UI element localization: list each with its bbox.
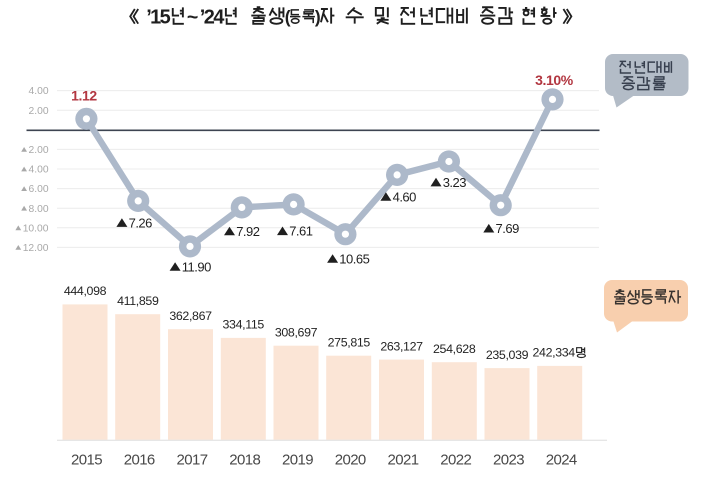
svg-text:2018: 2018 — [229, 451, 260, 468]
svg-text:275,815: 275,815 — [328, 335, 371, 349]
svg-text:362,867: 362,867 — [169, 309, 212, 323]
svg-text:7.61: 7.61 — [289, 224, 313, 239]
svg-text:2023: 2023 — [493, 451, 524, 468]
svg-text:4.60: 4.60 — [393, 189, 417, 204]
svg-text:7.69: 7.69 — [496, 221, 520, 236]
svg-text:2.00: 2.00 — [29, 106, 49, 117]
svg-text:2021: 2021 — [388, 451, 419, 468]
svg-text:’15: ’15 — [146, 7, 170, 29]
svg-text:8.00: 8.00 — [29, 204, 49, 215]
svg-text:411,859: 411,859 — [117, 294, 159, 308]
svg-text:10.65: 10.65 — [339, 251, 369, 266]
svg-text:~: ~ — [187, 7, 198, 29]
svg-text:’24: ’24 — [200, 7, 225, 29]
svg-text:3.23: 3.23 — [443, 175, 467, 190]
svg-text:254,628: 254,628 — [433, 342, 476, 356]
svg-text:2016: 2016 — [124, 451, 155, 468]
svg-text:2024: 2024 — [546, 451, 577, 468]
svg-text:7.92: 7.92 — [236, 224, 260, 239]
svg-text:2017: 2017 — [177, 451, 208, 468]
svg-text:7.26: 7.26 — [129, 216, 153, 231]
svg-text:12.00: 12.00 — [23, 243, 49, 254]
svg-text:2015: 2015 — [71, 451, 102, 468]
svg-text:10.00: 10.00 — [23, 223, 49, 234]
svg-text:242,334: 242,334 — [533, 346, 576, 360]
svg-text:(: ( — [285, 7, 291, 27]
svg-text:3.10%: 3.10% — [535, 72, 574, 88]
svg-text:): ) — [315, 7, 321, 27]
svg-text:11.90: 11.90 — [182, 259, 211, 274]
svg-text:2022: 2022 — [440, 451, 471, 468]
svg-text:1.12: 1.12 — [71, 88, 97, 104]
svg-text:308,697: 308,697 — [275, 325, 318, 339]
svg-text:2020: 2020 — [335, 451, 366, 468]
svg-text:444,098: 444,098 — [64, 284, 107, 298]
svg-text:2019: 2019 — [282, 451, 313, 468]
svg-text:2.00: 2.00 — [29, 145, 49, 156]
svg-text:263,127: 263,127 — [380, 339, 423, 353]
svg-text:334,115: 334,115 — [222, 318, 264, 332]
svg-text:4.00: 4.00 — [29, 86, 49, 97]
svg-text:4.00: 4.00 — [29, 165, 49, 176]
svg-text:6.00: 6.00 — [29, 184, 49, 195]
svg-text:235,039: 235,039 — [486, 348, 529, 362]
